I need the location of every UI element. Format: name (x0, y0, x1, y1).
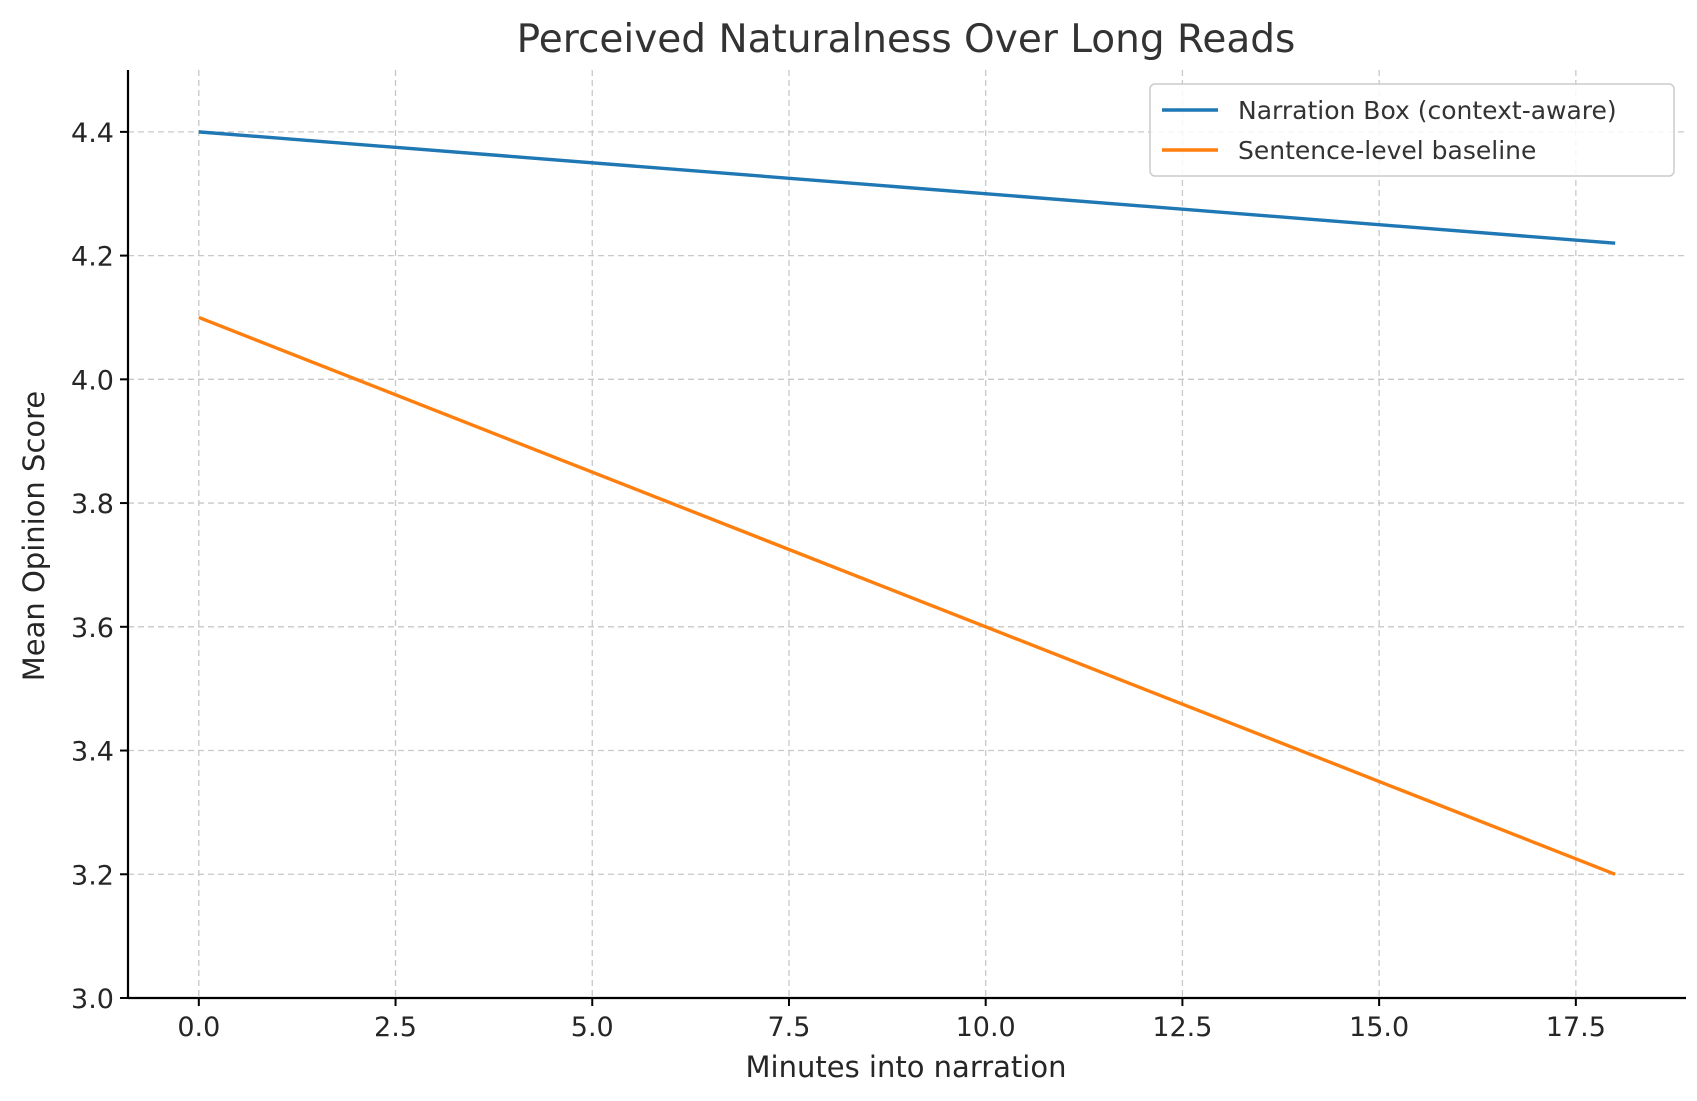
x-tick-label: 7.5 (767, 1012, 810, 1043)
x-tick-label: 15.0 (1349, 1012, 1409, 1043)
chart-title: Perceived Naturalness Over Long Reads (517, 17, 1296, 62)
x-tick-label: 12.5 (1152, 1012, 1212, 1043)
x-tick-label: 17.5 (1546, 1012, 1606, 1043)
y-tick-label: 4.0 (71, 365, 114, 396)
grid (128, 70, 1686, 998)
series-lines (198, 130, 1616, 876)
legend-box (1149, 83, 1675, 177)
x-axis-label: Minutes into narration (746, 1050, 1067, 1084)
x-tick-label: 10.0 (956, 1012, 1016, 1043)
ticks: 0.0 2.5 5.0 7.5 10.0 12.5 15.0 17.5 3.0 3.2 3.4 3.6… (71, 118, 1606, 1043)
legend: Narration Box (context-aware) Sentence-le… (1149, 83, 1675, 177)
x-tick-label: 5.0 (571, 1012, 614, 1043)
y-tick-label: 3.2 (71, 860, 114, 891)
y-tick-label: 4.4 (71, 118, 114, 149)
y-tick-label: 3.0 (71, 984, 114, 1015)
y-tick-label: 3.4 (71, 737, 114, 768)
legend-label-1: Narration Box (context-aware) (1238, 96, 1617, 125)
y-tick-label: 3.6 (71, 613, 114, 644)
x-tick-label: 2.5 (374, 1012, 417, 1043)
y-tick-label: 4.2 (71, 242, 114, 273)
y-tick-label: 3.8 (71, 489, 114, 520)
legend-label-2: Sentence-level baseline (1238, 136, 1536, 165)
x-tick-label: 0.0 (177, 1012, 220, 1043)
axes (126, 70, 1686, 1000)
series-line-2 (198, 315, 1616, 876)
y-axis-label: Mean Opinion Score (17, 391, 51, 682)
series-line-1 (198, 130, 1616, 245)
